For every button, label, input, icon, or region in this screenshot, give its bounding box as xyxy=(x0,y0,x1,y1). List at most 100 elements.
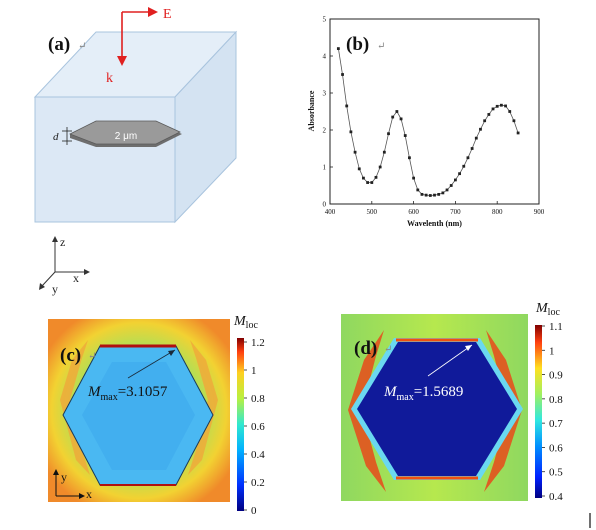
data-point xyxy=(470,147,474,150)
axis-x-head xyxy=(84,269,90,275)
plot-frame xyxy=(329,18,540,205)
y-tick-label-4: 4 xyxy=(323,53,327,61)
map-c-axis-x-label: x xyxy=(86,487,92,501)
x-tick-label-400: 400 xyxy=(325,208,336,216)
data-point xyxy=(474,136,478,140)
map-c-hot-band-left xyxy=(60,340,90,475)
data-point xyxy=(345,104,349,108)
colorbar-c-tick-label: 1 xyxy=(251,365,257,377)
data-point xyxy=(445,188,449,192)
colorbar-c-title-symbol: M xyxy=(233,314,247,329)
data-point xyxy=(458,172,461,176)
map-d-pointer-head xyxy=(465,345,472,351)
colorbar-d-tick-label: 0.4 xyxy=(549,491,563,503)
y-tick-label-0: 0 xyxy=(323,201,327,209)
data-point xyxy=(449,184,453,187)
data-point xyxy=(395,110,399,113)
data-point xyxy=(374,175,378,179)
data-point xyxy=(508,110,512,113)
colorbar-d-tick-label: 0.6 xyxy=(549,442,563,454)
absorbance-curve xyxy=(338,48,519,196)
data-point xyxy=(491,107,495,111)
x-tick-label-600: 600 xyxy=(408,208,419,216)
k-arrow-head xyxy=(117,56,127,66)
x-tick-label-500: 500 xyxy=(367,208,378,216)
data-point xyxy=(454,178,457,182)
panel-d-return-mark: ↵ xyxy=(384,344,392,355)
x-tick-label-900: 900 xyxy=(534,208,545,216)
data-point xyxy=(349,130,353,134)
map-c-mmax-symbol: M xyxy=(87,384,102,400)
panel-c-field-map: Mmax=3.1057 (c) ↵ y x 1.210.80.60.40.20 … xyxy=(48,314,265,517)
data-point xyxy=(466,156,470,160)
colorbar-d-tick-label: 1 xyxy=(549,345,555,357)
data-point xyxy=(336,47,340,50)
map-c-mmax-sub: max xyxy=(101,392,118,403)
map-d-mmax-symbol: M xyxy=(383,384,398,400)
panel-d-field-map: Mmax=1.5689 (d) ↵ 1.1 1 0.9 0.8 0.7 0.6 0.5 0.4… xyxy=(341,301,591,528)
colorbar-d-tick-label: 0.8 xyxy=(549,394,563,406)
y-tick-label-3: 3 xyxy=(323,90,327,98)
size-label: 2 μm xyxy=(115,131,137,142)
cube-front-face xyxy=(34,96,176,223)
axis-y-head xyxy=(39,283,45,290)
data-point xyxy=(428,194,432,197)
map-c-axis-y-label: y xyxy=(61,470,67,484)
data-point xyxy=(362,176,365,180)
colorbar-c-tick-label: 1.2 xyxy=(251,337,265,349)
colorbar-d-title-symbol: M xyxy=(535,301,549,316)
map-d-hexagon xyxy=(357,342,517,476)
chart-xlabel: Wavelenth (nm) xyxy=(407,219,462,228)
map-d-mmax: Mmax=1.5689 xyxy=(383,384,463,403)
data-point xyxy=(512,119,516,123)
colorbar-d-tick-label: 1.1 xyxy=(549,321,563,333)
colorbar-d-tick-label: 0.7 xyxy=(549,418,563,430)
data-point xyxy=(479,127,482,131)
data-point xyxy=(420,192,424,196)
map-c-pointer xyxy=(127,349,176,379)
map-c-mmax: Mmax=3.1057 xyxy=(87,384,168,403)
map-c-axis-y-head xyxy=(53,469,59,475)
map-c-pointer-head xyxy=(168,350,175,356)
chart-ylabel: Absorbance xyxy=(307,90,316,131)
x-tick-label-700: 700 xyxy=(450,208,461,216)
x-tick-label-800: 800 xyxy=(492,208,503,216)
colorbar-d-tick-label: 0.5 xyxy=(549,467,563,479)
axis-z-head xyxy=(52,236,58,242)
colorbar-c-title: Mloc xyxy=(233,314,258,331)
panel-b-label: (b) xyxy=(346,34,369,55)
data-point xyxy=(341,73,344,76)
axis-y-label: y xyxy=(52,282,58,296)
colorbar-c-title-sub: loc xyxy=(246,320,259,331)
panel-c-label: (c) xyxy=(60,345,81,366)
map-c-hot-band-right xyxy=(188,340,218,475)
e-field-label: E xyxy=(163,7,172,22)
panel-c-return-mark: ↵ xyxy=(88,351,96,362)
colorbar-c-tick-label: 0 xyxy=(251,505,257,517)
y-tick-label-2: 2 xyxy=(323,127,327,135)
colorbar-d-title-sub: loc xyxy=(548,307,561,318)
data-point xyxy=(357,167,361,171)
colorbar-c-tick-label: 0.8 xyxy=(251,393,265,405)
colorbar-d-title: Mloc xyxy=(535,301,560,318)
data-point xyxy=(353,150,357,154)
data-point xyxy=(433,193,436,197)
map-c-mmax-value: =3.1057 xyxy=(118,384,168,400)
y-tick-label-1: 1 xyxy=(323,164,327,172)
map-d-mmax-sub: max xyxy=(397,392,414,403)
data-point xyxy=(424,193,428,197)
data-point xyxy=(412,176,415,180)
data-point xyxy=(516,131,520,135)
data-point xyxy=(499,103,503,107)
data-point xyxy=(387,132,390,136)
data-point xyxy=(399,117,403,121)
data-point xyxy=(403,134,407,137)
map-d-mmax-value: =1.5689 xyxy=(414,384,464,400)
data-point xyxy=(487,113,491,116)
axis-y-line xyxy=(41,271,56,287)
k-vector-label: k xyxy=(106,71,113,86)
colorbar-c xyxy=(237,338,244,511)
colorbar-c-tick-label: 0.6 xyxy=(251,421,265,433)
panel-d-label: (d) xyxy=(354,338,377,359)
panel-a: 2 μm d E k (a) ↵ z x y xyxy=(33,7,238,296)
